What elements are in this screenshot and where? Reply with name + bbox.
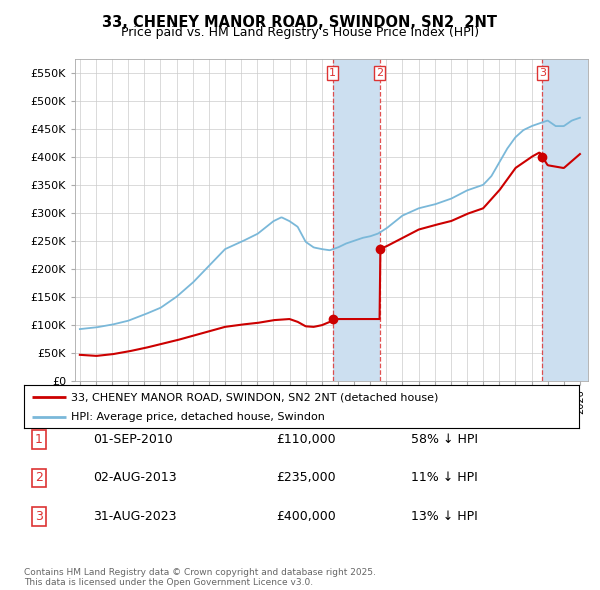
Text: 2: 2 xyxy=(35,471,43,484)
Text: HPI: Average price, detached house, Swindon: HPI: Average price, detached house, Swin… xyxy=(71,412,325,422)
Text: Price paid vs. HM Land Registry's House Price Index (HPI): Price paid vs. HM Land Registry's House … xyxy=(121,26,479,39)
Text: 01-SEP-2010: 01-SEP-2010 xyxy=(93,433,173,446)
Text: £110,000: £110,000 xyxy=(276,433,335,446)
Text: 2: 2 xyxy=(376,68,383,78)
Text: 1: 1 xyxy=(329,68,336,78)
Text: 13% ↓ HPI: 13% ↓ HPI xyxy=(411,510,478,523)
Text: 11% ↓ HPI: 11% ↓ HPI xyxy=(411,471,478,484)
Text: Contains HM Land Registry data © Crown copyright and database right 2025.
This d: Contains HM Land Registry data © Crown c… xyxy=(24,568,376,587)
Text: 33, CHENEY MANOR ROAD, SWINDON, SN2 2NT (detached house): 33, CHENEY MANOR ROAD, SWINDON, SN2 2NT … xyxy=(71,392,439,402)
Text: 02-AUG-2013: 02-AUG-2013 xyxy=(93,471,176,484)
Text: 3: 3 xyxy=(539,68,546,78)
Text: £235,000: £235,000 xyxy=(276,471,335,484)
Text: 31-AUG-2023: 31-AUG-2023 xyxy=(93,510,176,523)
Bar xyxy=(332,59,380,381)
Text: 33, CHENEY MANOR ROAD, SWINDON, SN2  2NT: 33, CHENEY MANOR ROAD, SWINDON, SN2 2NT xyxy=(103,15,497,30)
Text: £400,000: £400,000 xyxy=(276,510,336,523)
Bar xyxy=(542,59,588,381)
Text: 1: 1 xyxy=(35,433,43,446)
Text: 3: 3 xyxy=(35,510,43,523)
Text: 58% ↓ HPI: 58% ↓ HPI xyxy=(411,433,478,446)
